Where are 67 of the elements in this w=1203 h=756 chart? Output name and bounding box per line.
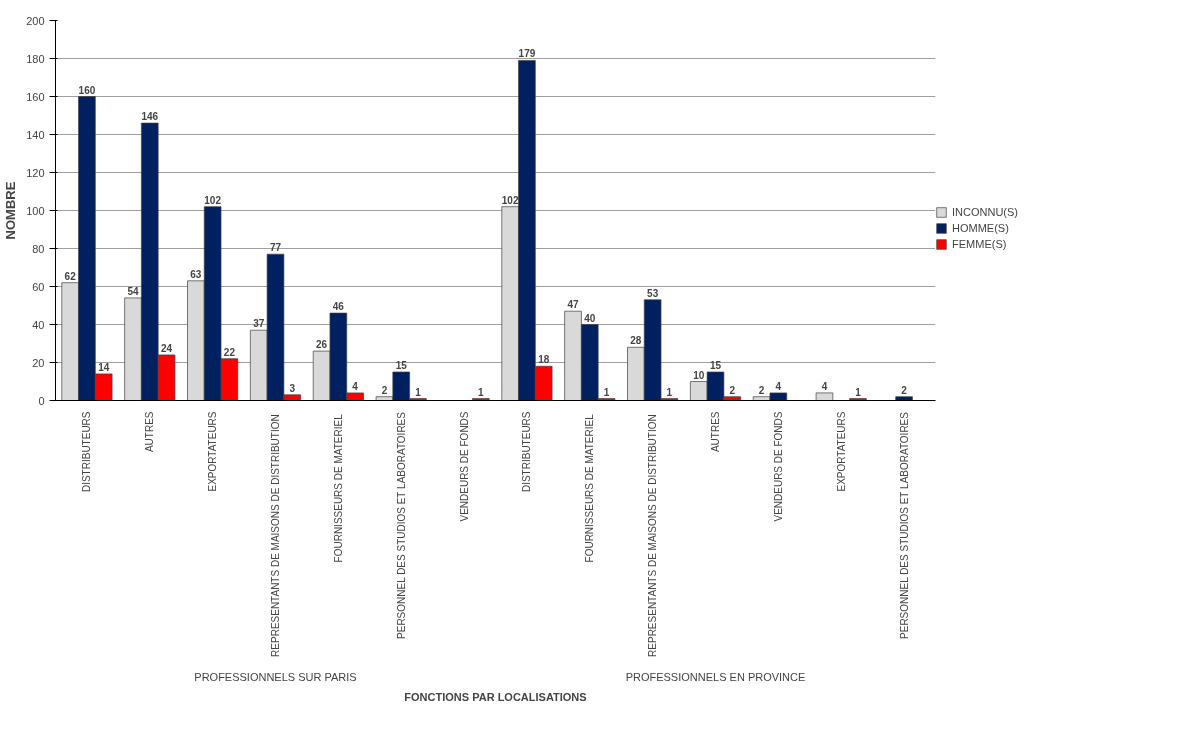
data-label: 63: [190, 268, 202, 280]
x-tick-label: DISTRIBUTEURS: [521, 411, 533, 493]
y-tick-label: 120: [26, 166, 45, 179]
y-tick-label: 200: [26, 14, 45, 27]
x-axis-title: FONCTIONS PAR LOCALISATIONS: [404, 690, 587, 703]
data-label: 77: [269, 242, 282, 254]
data-label: 1: [666, 386, 673, 398]
x-tick-label: REPRESENTANTS DE MAISONS DE DISTRIBUTION: [647, 414, 659, 657]
x-tick-label: REPRESENTANTS DE MAISONS DE DISTRIBUTION: [270, 414, 281, 657]
data-label: 4: [821, 380, 828, 392]
data-label: 10: [693, 369, 705, 381]
data-label: 1: [478, 386, 485, 398]
y-tick-label: 100: [26, 204, 45, 217]
data-label: 14: [98, 361, 110, 373]
y-axis-title: NOMBRE: [3, 181, 19, 240]
data-label: 2: [381, 384, 388, 396]
y-tick-label: 180: [26, 52, 45, 65]
data-label: 46: [332, 301, 345, 313]
data-label: 18: [538, 354, 550, 366]
text: PROFESSIONNELS EN PROVINCE: [625, 670, 806, 683]
data-label: 47: [567, 299, 580, 311]
x-tick-label: AUTRES: [710, 411, 721, 453]
data-label: 53: [647, 287, 659, 299]
y-tick-label: 20: [32, 356, 45, 369]
data-label: 1: [855, 386, 862, 398]
data-label: 179: [518, 48, 536, 60]
data-label: 4: [775, 380, 782, 392]
data-label: 1: [603, 386, 610, 398]
data-label: 146: [141, 111, 159, 123]
text: PROFESSIONNELS SUR PARIS: [194, 670, 357, 683]
data-label: 22: [223, 346, 236, 358]
data-label: 15: [709, 360, 722, 371]
x-tick-label: FOURNISSEURS DE MATERIEL: [584, 413, 596, 563]
legend-label: INCONNU(S): [952, 206, 1018, 218]
data-label: 40: [584, 312, 596, 324]
y-tick-label: 140: [26, 128, 45, 141]
data-label: 1: [415, 386, 422, 398]
data-label: 4: [352, 380, 359, 392]
data-label: 2: [901, 384, 908, 396]
data-label: 37: [253, 318, 265, 330]
legend-label: HOMME(S): [952, 222, 1009, 234]
data-label: 62: [64, 270, 77, 282]
y-tick-label: 160: [26, 90, 45, 103]
data-label: 2: [729, 384, 736, 396]
data-label: 15: [395, 360, 408, 371]
legend-label: FEMME(S): [952, 238, 1007, 250]
x-tick-label: EXPORTATEURS: [207, 411, 219, 492]
data-label: 24: [160, 342, 173, 354]
y-tick-label: 60: [32, 280, 45, 293]
y-tick-label: 40: [32, 318, 45, 331]
x-tick-label: VENDEURS DE FONDS: [458, 411, 470, 522]
x-tick-label: PERSONNEL DES STUDIOS ET LABORATOIRES: [395, 411, 407, 639]
x-tick-label: EXPORTATEURS: [835, 411, 847, 492]
data-label: 102: [204, 194, 222, 206]
x-tick-label: PERSONNEL DES STUDIOS ET LABORATOIRES: [898, 411, 910, 639]
data-label: 54: [127, 285, 140, 297]
data-label: 26: [316, 339, 328, 351]
x-tick-label: VENDEURS DE FONDS: [772, 411, 784, 522]
data-label: 28: [630, 335, 642, 347]
data-label: 2: [758, 384, 765, 396]
x-tick-label: AUTRES: [144, 411, 156, 453]
x-tick-label: FOURNISSEURS DE MATERIEL: [332, 413, 344, 563]
x-tick-label: DISTRIBUTEURS: [81, 411, 93, 493]
data-label: 3: [289, 382, 296, 394]
data-label: 160: [78, 84, 96, 96]
y-tick-label: 0: [38, 394, 45, 407]
y-tick-label: 80: [32, 242, 45, 255]
